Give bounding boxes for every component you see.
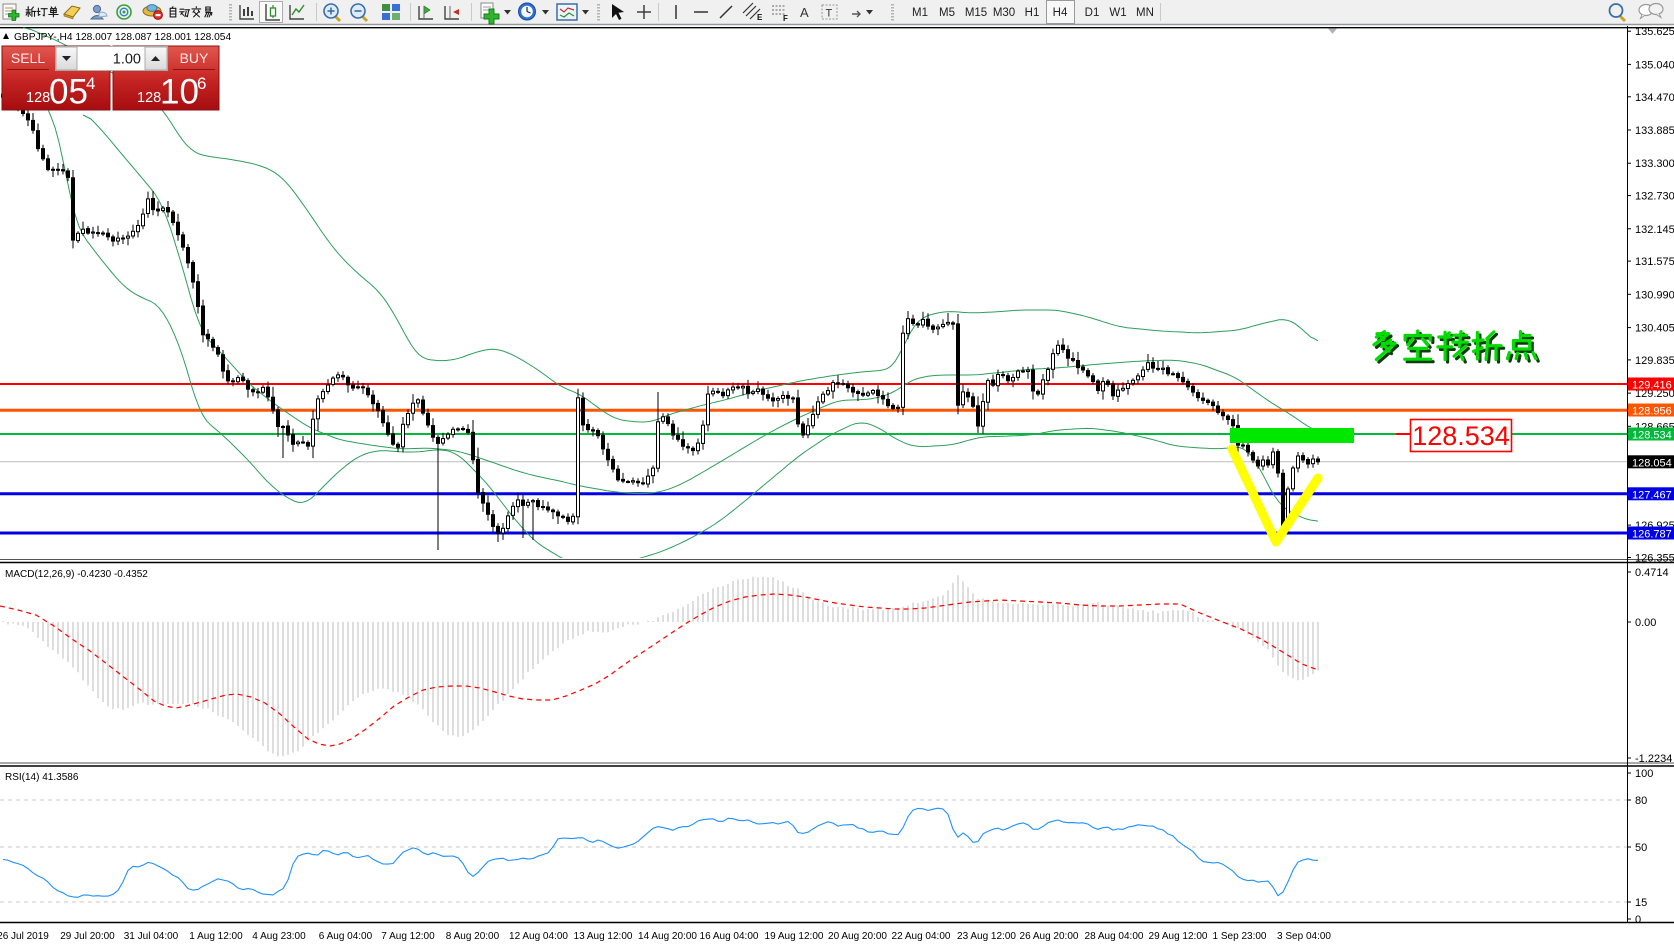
svg-text:50: 50 [1635, 842, 1647, 854]
svg-text:BUY: BUY [180, 50, 209, 66]
svg-text:130.990: 130.990 [1635, 289, 1674, 301]
svg-text:4: 4 [86, 74, 95, 93]
svg-text:10: 10 [160, 73, 199, 112]
svg-text:132.730: 132.730 [1635, 191, 1674, 203]
svg-text:0.4714: 0.4714 [1635, 567, 1669, 579]
svg-text:128: 128 [26, 90, 50, 106]
svg-text:1.00: 1.00 [113, 52, 141, 68]
svg-text:4 Aug 23:00: 4 Aug 23:00 [252, 931, 306, 942]
svg-text:D1: D1 [1085, 7, 1100, 19]
svg-text:-1.2234: -1.2234 [1635, 753, 1672, 765]
svg-text:135.625: 135.625 [1635, 26, 1674, 38]
svg-text:26 Jul 2019: 26 Jul 2019 [0, 931, 49, 942]
svg-text:129.835: 129.835 [1635, 355, 1674, 367]
svg-text:132.145: 132.145 [1635, 224, 1674, 236]
svg-text:M30: M30 [993, 7, 1015, 19]
svg-text:13 Aug 12:00: 13 Aug 12:00 [574, 931, 633, 942]
svg-text:130.405: 130.405 [1635, 323, 1674, 335]
svg-text:126.787: 126.787 [1632, 529, 1672, 541]
svg-text:129.416: 129.416 [1632, 380, 1672, 392]
svg-text:SELL: SELL [11, 50, 45, 66]
svg-text:133.300: 133.300 [1635, 158, 1674, 170]
svg-text:15: 15 [1635, 897, 1647, 909]
svg-text:T: T [826, 8, 833, 20]
svg-text:126.355: 126.355 [1635, 553, 1674, 565]
svg-text:128.054: 128.054 [1632, 457, 1672, 469]
svg-text:23 Aug 12:00: 23 Aug 12:00 [957, 931, 1016, 942]
svg-text:1 Sep 23:00: 1 Sep 23:00 [1213, 931, 1267, 942]
svg-text:133.885: 133.885 [1635, 125, 1674, 137]
svg-text:29 Aug 12:00: 29 Aug 12:00 [1149, 931, 1208, 942]
svg-text:H1: H1 [1025, 7, 1040, 19]
svg-text:M5: M5 [939, 7, 955, 19]
svg-text:E: E [757, 13, 763, 22]
svg-text:22 Aug 04:00: 22 Aug 04:00 [892, 931, 951, 942]
svg-text:3 Sep 04:00: 3 Sep 04:00 [1277, 931, 1331, 942]
svg-text:129.250: 129.250 [1635, 388, 1674, 400]
svg-text:134.470: 134.470 [1635, 92, 1674, 104]
svg-text:M1: M1 [912, 7, 928, 19]
svg-text:GBPJPY-,H4 128.007 128.087 12: GBPJPY-,H4 128.007 128.087 128.001 128.0… [14, 32, 231, 43]
svg-text:135.040: 135.040 [1635, 59, 1674, 71]
svg-text:16 Aug 04:00: 16 Aug 04:00 [700, 931, 759, 942]
svg-text:1 Aug 12:00: 1 Aug 12:00 [189, 931, 243, 942]
svg-text:05: 05 [49, 73, 88, 112]
svg-text:128: 128 [137, 90, 161, 106]
svg-text:6 Aug 04:00: 6 Aug 04:00 [319, 931, 373, 942]
svg-text:19 Aug 12:00: 19 Aug 12:00 [765, 931, 824, 942]
svg-text:A: A [800, 5, 809, 20]
svg-text:100: 100 [1635, 768, 1653, 780]
svg-text:128.956: 128.956 [1632, 406, 1672, 418]
svg-text:131.575: 131.575 [1635, 256, 1674, 268]
svg-text:14 Aug 20:00: 14 Aug 20:00 [638, 931, 697, 942]
svg-text:127.467: 127.467 [1632, 489, 1672, 501]
svg-text:H4: H4 [1053, 7, 1068, 19]
svg-text:MACD(12,26,9) -0.4230 -0.4352: MACD(12,26,9) -0.4230 -0.4352 [5, 569, 148, 580]
svg-text:8 Aug 20:00: 8 Aug 20:00 [446, 931, 500, 942]
svg-text:12 Aug 04:00: 12 Aug 04:00 [509, 931, 568, 942]
svg-text:26 Aug 20:00: 26 Aug 20:00 [1020, 931, 1079, 942]
svg-text:128.534: 128.534 [1412, 421, 1510, 451]
svg-text:RSI(14) 41.3586: RSI(14) 41.3586 [5, 772, 79, 783]
svg-text:31 Jul 04:00: 31 Jul 04:00 [124, 931, 179, 942]
svg-text:M15: M15 [965, 7, 987, 19]
svg-text:0.00: 0.00 [1635, 617, 1656, 629]
svg-text:28 Aug 04:00: 28 Aug 04:00 [1085, 931, 1144, 942]
svg-text:F: F [783, 14, 788, 23]
svg-text:80: 80 [1635, 795, 1647, 807]
svg-text:MN: MN [1136, 7, 1154, 19]
svg-text:0: 0 [1635, 914, 1641, 926]
svg-text:W1: W1 [1109, 7, 1126, 19]
svg-text:20 Aug 20:00: 20 Aug 20:00 [828, 931, 887, 942]
svg-text:29 Jul 20:00: 29 Jul 20:00 [60, 931, 115, 942]
svg-text:128.534: 128.534 [1632, 430, 1672, 442]
svg-text:6: 6 [197, 74, 206, 93]
svg-text:7 Aug 12:00: 7 Aug 12:00 [381, 931, 435, 942]
